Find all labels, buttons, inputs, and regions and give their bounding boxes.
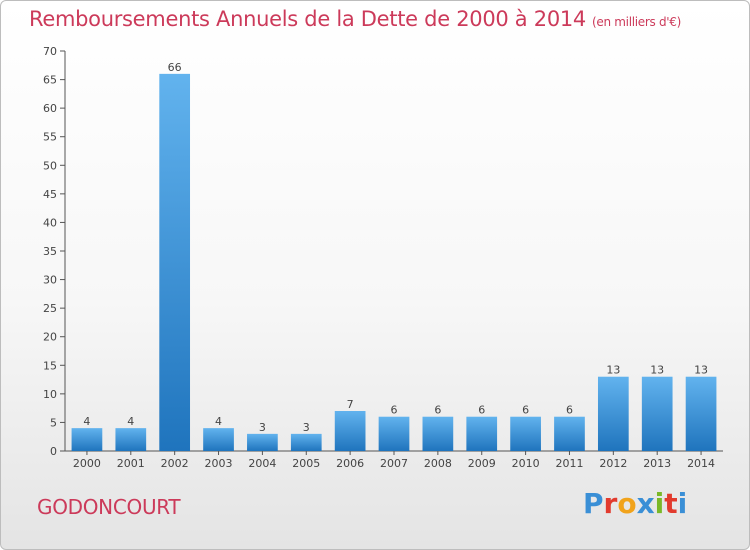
bar [510, 416, 541, 451]
bar-value-label: 6 [478, 404, 485, 417]
x-tick-label: 2014 [687, 457, 715, 470]
bar-value-label: 6 [522, 404, 529, 417]
bar-value-label: 13 [650, 364, 664, 377]
x-tick-label: 2006 [336, 457, 364, 470]
x-tick-label: 2009 [468, 457, 496, 470]
bar-value-label: 4 [83, 415, 90, 428]
y-tick-label: 20 [43, 331, 57, 344]
y-tick-label: 15 [43, 359, 57, 372]
x-tick-label: 2011 [555, 457, 583, 470]
y-tick-label: 0 [50, 445, 57, 458]
y-tick-label: 50 [43, 159, 57, 172]
x-tick-label: 2008 [424, 457, 452, 470]
bar-value-label: 13 [694, 364, 708, 377]
x-tick-label: 2004 [248, 457, 276, 470]
bar [597, 376, 629, 451]
y-tick-label: 45 [43, 188, 57, 201]
x-tick-label: 2003 [205, 457, 233, 470]
x-tick-label: 2007 [380, 457, 408, 470]
y-tick-label: 30 [43, 274, 57, 287]
x-tick-label: 2001 [117, 457, 145, 470]
y-tick-label: 35 [43, 245, 57, 258]
y-tick-label: 5 [50, 416, 57, 429]
bar-value-label: 6 [566, 404, 573, 417]
bar-value-label: 4 [127, 415, 134, 428]
bar [247, 433, 278, 451]
y-tick-label: 25 [43, 302, 57, 315]
bar-value-label: 4 [215, 415, 222, 428]
bar [378, 416, 410, 451]
bar-value-label: 6 [391, 404, 398, 417]
x-tick-label: 2000 [73, 457, 101, 470]
place-name: GODONCOURT [37, 495, 181, 519]
bar-value-label: 6 [434, 404, 441, 417]
bar-value-label: 66 [168, 61, 182, 74]
chart-subtitle: (en milliers d'€) [592, 15, 682, 29]
bar [71, 428, 103, 451]
bar-value-label: 13 [606, 364, 620, 377]
y-tick-label: 60 [43, 102, 57, 115]
logo-letter: t [664, 487, 678, 520]
bar [334, 411, 366, 451]
y-tick-label: 65 [43, 74, 57, 87]
bar-value-label: 7 [347, 398, 354, 411]
logo-letter: i [654, 487, 665, 520]
logo-letter: x [636, 487, 655, 520]
y-tick-label: 70 [43, 45, 57, 58]
y-tick-label: 40 [43, 216, 57, 229]
bar [159, 73, 191, 451]
y-tick-label: 10 [43, 388, 57, 401]
logo-letter: o [617, 487, 637, 520]
bar [203, 428, 234, 451]
y-tick-label: 55 [43, 131, 57, 144]
proxiti-logo: Proxiti [583, 487, 687, 520]
bar [554, 416, 585, 451]
x-tick-label: 2002 [161, 457, 189, 470]
chart-title: Remboursements Annuels de la Dette de 20… [29, 7, 682, 31]
bar [290, 433, 322, 451]
logo-letter: i [677, 487, 688, 520]
logo-letter: r [603, 487, 618, 520]
x-tick-label: 2013 [643, 457, 671, 470]
bar [641, 376, 673, 451]
logo-letter: P [583, 487, 604, 520]
bar [115, 428, 147, 451]
bar [422, 416, 454, 451]
x-tick-label: 2005 [292, 457, 320, 470]
bar [466, 416, 498, 451]
bar [685, 376, 717, 451]
bar-value-label: 3 [303, 421, 310, 434]
x-tick-label: 2010 [512, 457, 540, 470]
bar-value-label: 3 [259, 421, 266, 434]
x-tick-label: 2012 [599, 457, 627, 470]
